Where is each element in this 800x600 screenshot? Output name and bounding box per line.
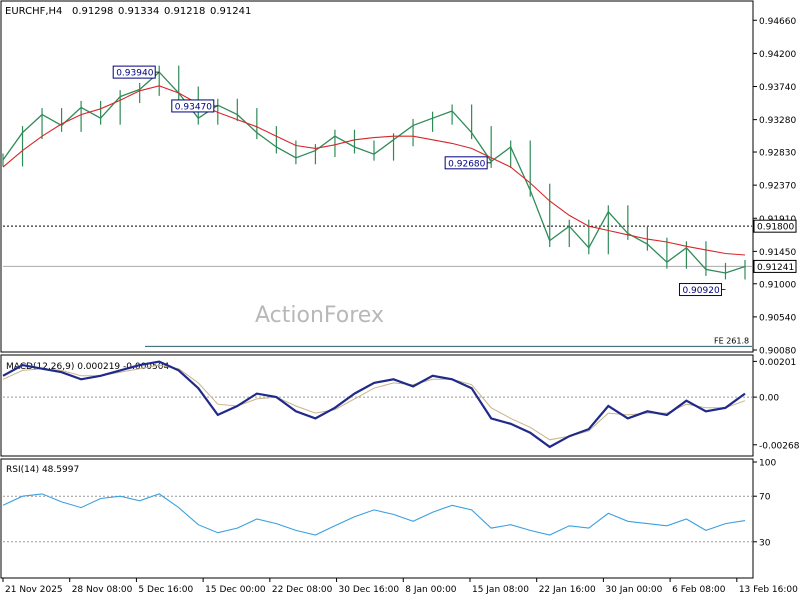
macd-signal-line xyxy=(2,364,746,441)
chart-open-label: 0.91298 xyxy=(72,6,113,17)
chart-low-label: 0.91218 xyxy=(164,6,205,17)
price-line xyxy=(2,71,746,274)
x-tick-label: 22 Jan 16:00 xyxy=(539,585,596,595)
x-tick-label: 15 Jan 08:00 xyxy=(472,585,529,595)
x-tick-label: 8 Jan 00:00 xyxy=(405,585,457,595)
x-tick-label: 21 Nov 2025 xyxy=(5,585,63,595)
annotation-box xyxy=(112,65,156,79)
x-tick-label: 28 Nov 08:00 xyxy=(72,585,133,595)
rsi-layer: 100 70 30 xyxy=(2,459,776,548)
x-axis: 21 Nov 2025 28 Nov 08:00 5 Dec 16:00 15 Dec… xyxy=(2,578,798,595)
current-price-box xyxy=(753,259,797,273)
macd-label: MACD(12,26,9) 0.000219 -0.000504 xyxy=(6,362,169,372)
rsi-ytick-label: 30 xyxy=(759,538,771,548)
price-ytick-label: 0.92830 xyxy=(759,149,796,159)
rsi-label: RSI(14) 48.5997 xyxy=(6,465,79,475)
resistance-level-label: 0.91800 xyxy=(757,223,794,233)
x-tick-label: 5 Dec 16:00 xyxy=(138,585,193,595)
macd-line xyxy=(2,360,746,449)
x-tick-label: 30 Dec 16:00 xyxy=(339,585,400,595)
price-panel-frame xyxy=(0,0,754,353)
annotation-label: 0.93940 xyxy=(116,69,153,79)
rsi-line xyxy=(2,493,746,536)
annotation-label: 0.90920 xyxy=(682,286,719,296)
x-tick-label: 30 Jan 00:00 xyxy=(605,585,662,595)
chart-symbol-label: EURCHF,H4 xyxy=(5,6,62,17)
macd-ytick-label: 0.00201 xyxy=(759,358,796,368)
rsi-panel-frame xyxy=(0,458,754,579)
price-ytick-label: 0.92370 xyxy=(759,182,796,192)
resistance-level-box xyxy=(753,219,797,233)
fe-level-label: FE 261.8 xyxy=(714,336,749,345)
price-ytick-label: 0.90080 xyxy=(759,347,796,357)
watermark: ActionForex xyxy=(255,303,384,328)
annotation-box xyxy=(678,283,722,297)
price-ytick-label: 0.91450 xyxy=(759,248,796,258)
x-tick-label: 15 Dec 00:00 xyxy=(205,585,266,595)
price-ytick-label: 0.93740 xyxy=(759,83,796,93)
chart-high-label: 0.91334 xyxy=(118,6,159,17)
price-ytick-label: 0.91000 xyxy=(759,280,796,290)
moving-average-line xyxy=(2,85,746,256)
annotation-label: 0.92680 xyxy=(448,159,485,169)
price-ytick-label: 0.93280 xyxy=(759,116,796,126)
x-tick-label: 22 Dec 08:00 xyxy=(272,585,333,595)
x-tick-label: 13 Feb 16:00 xyxy=(739,585,798,595)
price-layer: 0.94660 0.94200 0.93740 0.93280 0.92830 0.923… xyxy=(2,17,797,357)
rsi-ytick-label: 70 xyxy=(759,493,771,503)
annotation-box xyxy=(444,156,488,170)
price-ytick-label: 0.90540 xyxy=(759,313,796,323)
annotation-box xyxy=(171,99,215,113)
macd-ytick-label: 0.00 xyxy=(759,394,779,404)
macd-panel-frame xyxy=(0,354,754,457)
price-ytick-label: 0.94660 xyxy=(759,17,796,27)
x-tick-label: 6 Feb 08:00 xyxy=(672,585,726,595)
rsi-ytick-label: 100 xyxy=(759,459,776,469)
current-price-label: 0.91241 xyxy=(757,263,794,273)
annotation-label: 0.93470 xyxy=(175,102,212,112)
price-ytick-label: 0.94200 xyxy=(759,50,796,60)
chart-close-label: 0.91241 xyxy=(210,6,251,17)
